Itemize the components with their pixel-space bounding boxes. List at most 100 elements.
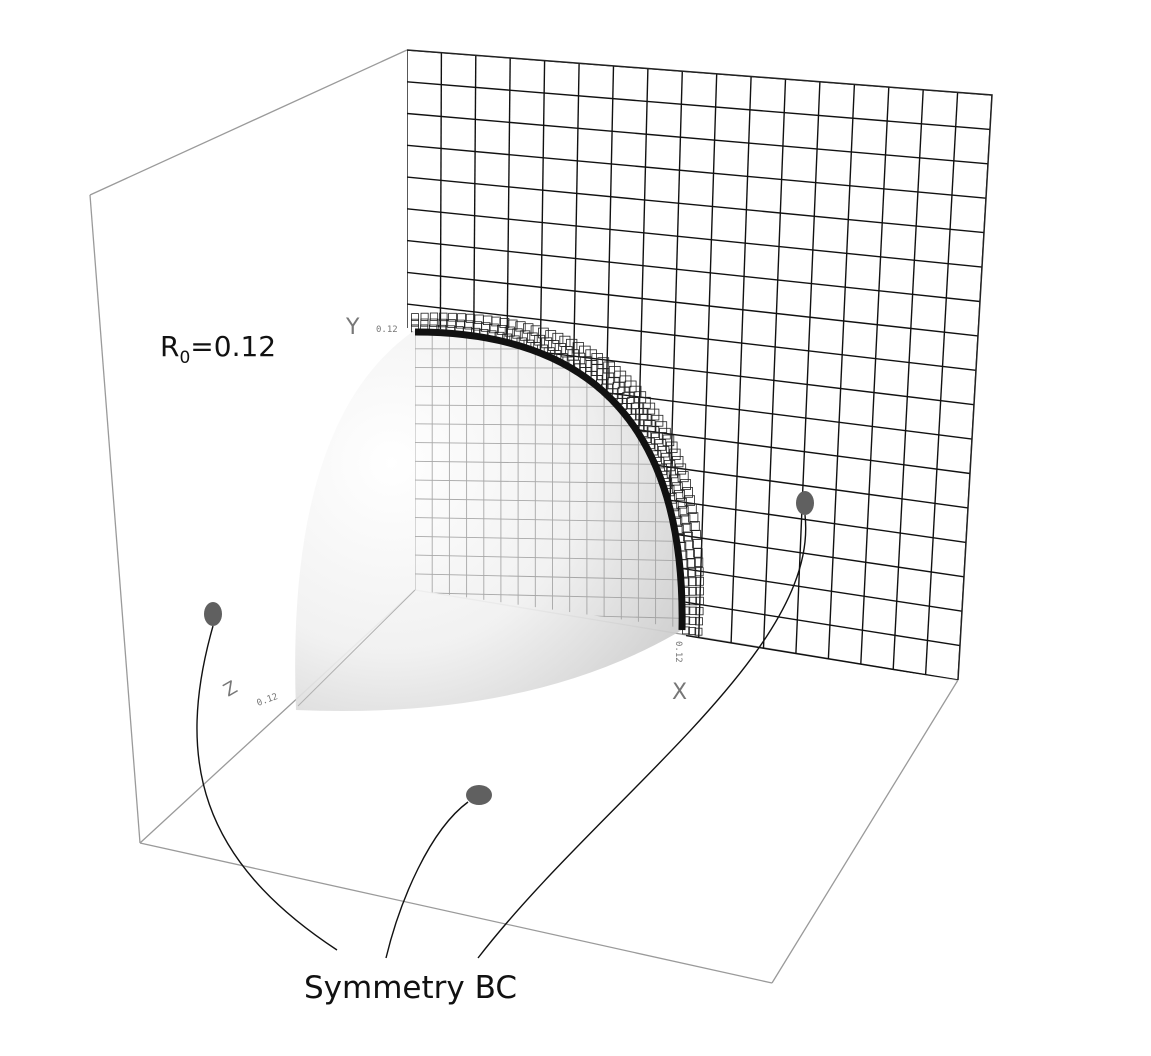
refined-cell <box>661 452 673 465</box>
refined-cell <box>411 313 419 322</box>
refined-cell <box>420 312 429 321</box>
mesh-line <box>795 81 821 654</box>
refined-cell <box>695 576 704 586</box>
refined-cell <box>669 448 681 461</box>
refined-cell <box>647 408 660 421</box>
symmetry-marker-bottom <box>466 785 492 805</box>
refined-cell <box>499 318 510 328</box>
box-edge <box>139 842 773 984</box>
y-axis-tick: 0.12 <box>376 325 398 335</box>
mesh-line <box>407 239 981 303</box>
refined-cell <box>686 558 696 568</box>
refined-cell <box>534 334 545 346</box>
mesh-line <box>407 112 989 165</box>
y-axis-label: Y <box>345 315 360 340</box>
refined-cell <box>672 455 684 468</box>
refined-cell <box>688 616 697 625</box>
refined-cell <box>530 325 542 336</box>
refined-cell <box>566 338 578 351</box>
refined-cell <box>688 606 697 615</box>
refined-cell <box>612 381 625 394</box>
mesh-line <box>407 144 987 199</box>
refined-cell <box>455 319 465 329</box>
refined-cell <box>527 332 538 343</box>
refined-cell <box>662 434 675 447</box>
mesh-line <box>407 176 985 234</box>
refined-cell <box>541 337 553 349</box>
symmetry-bc-label: Symmetry BC <box>304 970 517 1006</box>
refined-cell <box>685 549 695 559</box>
leader-line <box>385 801 469 959</box>
refined-cell <box>688 587 697 596</box>
refined-cell <box>545 330 557 342</box>
refined-cell <box>682 626 690 635</box>
refined-cell <box>688 512 699 523</box>
interior-mesh-line <box>415 573 683 581</box>
refined-cell <box>666 441 678 454</box>
refined-cell <box>491 316 501 327</box>
refined-cell <box>654 439 667 451</box>
refined-cell <box>554 342 566 354</box>
mesh-line <box>892 89 924 670</box>
leader-lines <box>196 514 807 959</box>
refined-cell <box>694 567 704 577</box>
refined-cell <box>684 495 696 506</box>
refined-cell <box>664 459 676 472</box>
refined-cell <box>680 479 691 490</box>
z-axis-tick: 0.12 <box>256 692 280 709</box>
refined-cell <box>465 313 475 323</box>
refined-cell <box>671 482 683 494</box>
refined-cell <box>675 463 687 475</box>
interior-mesh-line <box>415 535 683 543</box>
refined-cell <box>429 318 438 327</box>
box-edge <box>771 679 959 984</box>
refined-cell <box>677 471 689 483</box>
refined-cell <box>694 627 703 636</box>
x-axis-label: X <box>672 680 687 705</box>
refined-cell <box>496 324 507 335</box>
refined-cell <box>695 617 704 626</box>
refined-cell <box>439 312 448 322</box>
radius-label: R0=0.12 <box>160 330 276 368</box>
refined-cell <box>448 312 457 322</box>
refined-cell <box>688 596 697 606</box>
interior-mesh-line <box>415 479 683 485</box>
z-axis-label: Z <box>220 677 241 701</box>
refined-cell <box>489 323 499 334</box>
box-edge <box>89 49 408 196</box>
refined-cell <box>695 607 704 616</box>
symmetry-marker-right <box>796 491 814 515</box>
mesh-line <box>730 76 752 643</box>
x-axis-tick: 0.12 <box>673 641 683 663</box>
refined-cell <box>666 467 678 479</box>
refined-cell <box>678 506 689 517</box>
mesh-line <box>407 271 979 337</box>
refined-cell <box>420 318 429 327</box>
refined-cell <box>657 445 670 458</box>
refined-cell <box>559 335 571 347</box>
refined-cell <box>681 522 692 533</box>
symmetry-marker-left <box>204 602 222 626</box>
box-edge <box>89 194 141 844</box>
refined-cell <box>651 432 663 445</box>
refined-cell <box>447 319 456 328</box>
mesh-line <box>698 73 718 638</box>
leader-line <box>196 625 338 951</box>
refined-cell <box>457 313 466 323</box>
refined-cell <box>695 586 704 596</box>
refined-cell <box>481 322 491 332</box>
refined-cell <box>519 330 531 341</box>
interior-mesh-line <box>415 592 683 600</box>
refined-cell <box>411 318 419 327</box>
refined-cell <box>655 421 668 433</box>
mesh-line <box>860 87 890 665</box>
refined-cell <box>429 312 439 321</box>
refined-cell <box>659 427 671 440</box>
refined-cell <box>686 503 697 515</box>
mesh-line <box>924 92 959 675</box>
refined-cell <box>482 315 493 326</box>
z-axis-line <box>297 589 416 707</box>
refined-cell <box>682 487 693 498</box>
leader-line <box>477 514 807 959</box>
